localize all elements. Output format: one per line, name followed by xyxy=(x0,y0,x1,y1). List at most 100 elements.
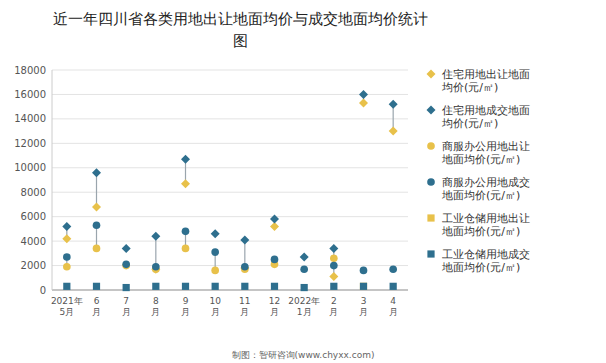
x-tick-label: 4月 xyxy=(389,296,398,317)
point xyxy=(123,284,130,291)
point xyxy=(240,235,249,244)
marks xyxy=(62,90,397,291)
y-tick-label: 0 xyxy=(40,285,46,296)
grid-line xyxy=(52,265,408,266)
point xyxy=(63,253,71,261)
grid-line xyxy=(52,118,408,119)
point xyxy=(212,283,219,290)
legend-label: 商服办公用地成交地面均价(元/㎡) xyxy=(441,176,530,202)
grid-line xyxy=(52,143,408,144)
series xyxy=(63,221,397,274)
x-tick-label: 6月 xyxy=(92,296,101,317)
point xyxy=(152,263,160,271)
point xyxy=(301,284,308,291)
point xyxy=(122,261,130,269)
grid xyxy=(52,70,408,290)
grid-line xyxy=(52,94,408,95)
x-tick-label: 2022年1月 xyxy=(288,296,320,317)
y-tick-label: 6000 xyxy=(21,211,46,222)
point xyxy=(211,267,219,275)
connector xyxy=(96,173,97,207)
point xyxy=(271,256,279,264)
legend-label: 住宅用地成交地面均价(元/㎡) xyxy=(441,104,530,130)
y-tick-label: 10000 xyxy=(14,162,46,173)
x-tick-label: 12月 xyxy=(269,296,280,317)
point xyxy=(182,228,190,236)
x-tick-label: 3月 xyxy=(359,296,368,317)
point xyxy=(330,262,338,270)
series xyxy=(63,283,397,291)
point xyxy=(389,265,397,273)
point xyxy=(181,155,190,164)
point xyxy=(92,168,101,177)
point xyxy=(63,263,71,271)
footer: 制图：智研咨询(www.chyxx.com) xyxy=(232,350,375,360)
x-tick-label: 8月 xyxy=(151,296,160,317)
point xyxy=(241,283,248,290)
point xyxy=(152,283,159,290)
x-tick-label: 11月 xyxy=(239,296,250,317)
point xyxy=(390,283,397,290)
x-tick-label: 10月 xyxy=(209,296,221,317)
point xyxy=(360,283,367,290)
point xyxy=(359,90,368,99)
point xyxy=(389,127,398,136)
y-tick-label: 8000 xyxy=(21,187,46,198)
point xyxy=(182,245,190,253)
y-tick-label: 14000 xyxy=(14,113,46,124)
legend-marker xyxy=(427,178,435,186)
title: 近一年四川省各类用地出让地面均价与成交地面均价统计 xyxy=(53,10,428,28)
x-tick-label: 2021年5月 xyxy=(51,296,83,317)
series xyxy=(62,99,397,282)
series xyxy=(62,90,397,262)
point xyxy=(389,100,398,109)
grid-line xyxy=(52,241,408,242)
series xyxy=(360,283,367,290)
point xyxy=(211,248,219,256)
subtitle: 图 xyxy=(233,32,248,50)
legend-marker xyxy=(427,70,436,79)
point xyxy=(329,244,338,253)
point xyxy=(360,267,368,275)
point xyxy=(270,215,279,224)
point xyxy=(330,254,338,262)
y-tick-label: 16000 xyxy=(14,89,46,100)
point xyxy=(93,221,101,229)
point xyxy=(93,283,100,290)
legend: 住宅用地出让地面均价(元/㎡)住宅用地成交地面均价(元/㎡)商服办公用地出让地面… xyxy=(427,68,531,274)
point xyxy=(211,229,220,238)
legend-marker xyxy=(427,214,434,221)
point xyxy=(330,283,337,290)
point xyxy=(271,283,278,290)
legend-label: 工业仓储用地成交地面均价(元/㎡) xyxy=(441,248,530,274)
point xyxy=(92,202,101,211)
point xyxy=(300,265,308,273)
point xyxy=(329,272,338,281)
point xyxy=(62,234,71,243)
grid-line xyxy=(52,167,408,168)
legend-label: 住宅用地出让地面均价(元/㎡) xyxy=(441,68,530,94)
x-tick-label: 9月 xyxy=(181,296,190,317)
point xyxy=(360,283,367,290)
y-tick-label: 2000 xyxy=(21,260,46,271)
series xyxy=(63,245,338,275)
legend-marker xyxy=(427,250,434,257)
grid-line xyxy=(52,290,408,291)
point xyxy=(182,283,189,290)
grid-line xyxy=(52,192,408,193)
point xyxy=(63,283,70,290)
legend-marker xyxy=(427,106,436,115)
point xyxy=(151,232,160,241)
legend-marker xyxy=(427,142,435,150)
point xyxy=(93,245,101,253)
y-tick-label: 12000 xyxy=(14,138,46,149)
grid-line xyxy=(52,70,408,71)
point xyxy=(122,244,131,253)
point xyxy=(241,263,249,271)
point xyxy=(62,222,71,231)
legend-label: 工业仓储用地出让地面均价(元/㎡) xyxy=(441,212,530,238)
x-tick-label: 2月 xyxy=(329,296,338,317)
point xyxy=(181,179,190,188)
point xyxy=(300,253,309,262)
y-axis xyxy=(52,70,53,290)
